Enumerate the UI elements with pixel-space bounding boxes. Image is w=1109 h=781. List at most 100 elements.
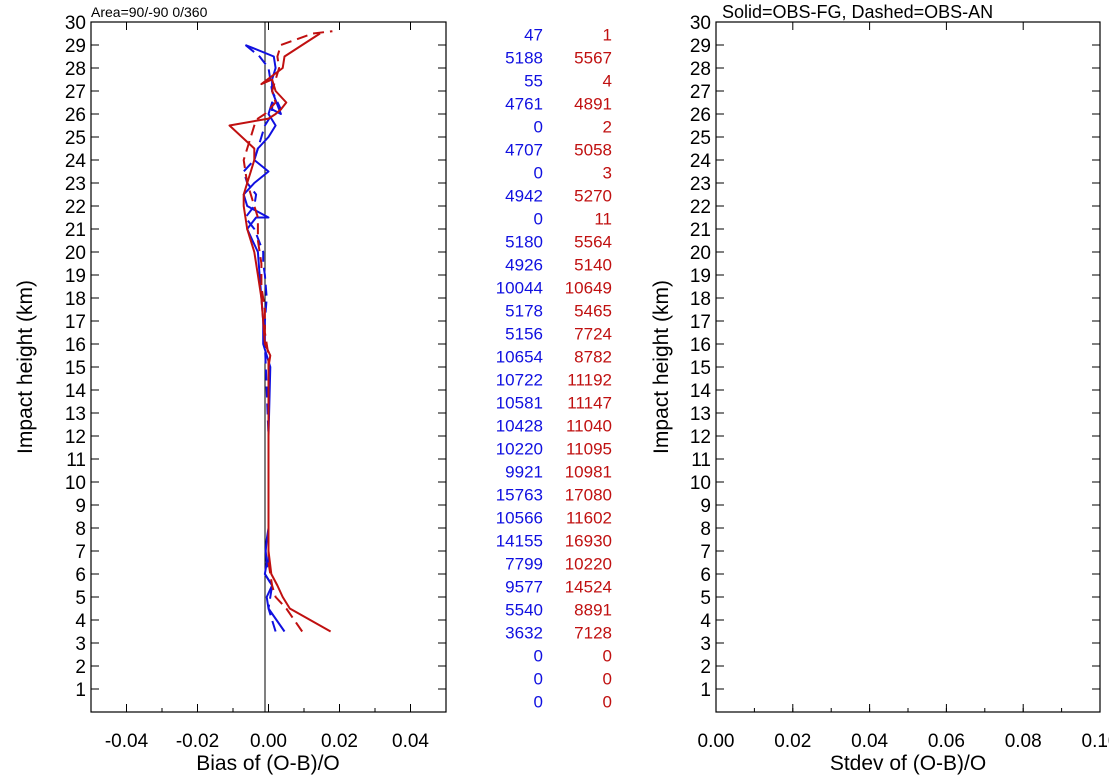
bias-x-tick-label: -0.04 [105,731,149,752]
stdev-y-tick-label: 25 [690,128,711,149]
red-count-label: 5564 [574,233,612,252]
stdev-panel-title: Solid=OBS-FG, Dashed=OBS-AN [722,2,993,22]
bias-y-tick-label: 10 [65,473,86,494]
blue-count-label: 55 [524,72,543,91]
bias-y-tick-label: 22 [65,197,86,218]
red-count-label: 5465 [574,302,612,321]
bias-y-tick-label: 14 [65,381,87,402]
red-count-label: 11192 [567,371,612,390]
bias-y-tick-label: 8 [75,519,86,540]
stdev-y-tick-label: 27 [690,82,711,103]
red-count-label: 10649 [565,279,612,298]
blue-count-label: 10654 [496,348,543,367]
blue-count-label: 3632 [505,624,543,643]
stdev-y-tick-label: 16 [690,335,711,356]
red-count-label: 4891 [574,95,612,114]
stdev-y-tick-label: 13 [690,404,711,425]
stdev-y-tick-label: 6 [700,565,711,586]
bias-x-tick-label: 0.00 [250,731,287,752]
blue-count-label: 15763 [496,486,543,505]
bias-y-tick-label: 15 [65,358,86,379]
red-count-label: 2 [603,118,612,137]
blue-count-label: 4707 [505,141,543,160]
bias-y-axis-label: Impact height (km) [14,280,37,454]
bias-y-tick-label: 3 [75,634,86,655]
red-count-label: 14524 [565,578,612,597]
blue-count-label: 10566 [496,509,543,528]
red-count-label: 5140 [574,256,612,275]
blue-count-label: 5180 [505,233,543,252]
stdev-y-tick-label: 10 [690,473,711,494]
stdev-x-tick-label: 0.08 [1005,731,1042,752]
red-count-label: 5270 [574,187,612,206]
bias-y-tick-label: 26 [65,105,86,126]
stdev-panel: Solid=OBS-FG, Dashed=OBS-AN 0.00 0.02 0.04… [650,2,1109,775]
blue-count-label: 5188 [505,49,543,68]
bias-y-tick-label: 13 [65,404,86,425]
stdev-y-tick-label: 5 [700,588,711,609]
red-count-label: 17080 [565,486,612,505]
bias-y-tick-label: 6 [75,565,86,586]
stdev-y-tick-label: 30 [690,13,711,34]
blue-count-label: 10581 [496,394,543,413]
bias-y-tick-label: 19 [65,266,86,287]
blue-count-label: 10428 [496,417,543,436]
stdev-x-tick-label: 0.00 [698,731,735,752]
stdev-x-tick-label: 0.10 [1082,731,1109,752]
red-count-label: 16930 [565,532,612,551]
bias-y-tick-label: 18 [65,289,86,310]
stdev-x-axis-label: Stdev of (O-B)/O [830,752,986,775]
bias-x-tick-label: -0.02 [176,731,219,752]
red-count-label: 5058 [574,141,612,160]
stdev-y-tick-label: 8 [700,519,711,540]
blue-count-label: 5178 [505,302,543,321]
blue-count-label: 7799 [505,555,543,574]
red-count-label: 4 [603,72,612,91]
blue-count-label: 9921 [505,463,543,482]
stdev-y-tick-label: 29 [690,36,711,57]
blue-count-label: 4761 [505,95,543,114]
blue-count-label: 0 [534,164,543,183]
stdev-y-tick-label: 24 [690,151,712,172]
blue-count-label: 4942 [505,187,543,206]
bias-y-tick-label: 24 [65,151,87,172]
blue-count-label: 14155 [496,532,543,551]
stdev-y-tick-label: 14 [690,381,712,402]
red-count-label: 0 [603,670,612,689]
stdev-y-tick-label: 17 [690,312,711,333]
blue-count-label: 9577 [505,578,543,597]
red-count-label: 0 [603,693,612,712]
blue-count-label: 4926 [505,256,543,275]
blue-count-label: 10220 [496,440,543,459]
bias-y-tick-label: 28 [65,59,86,80]
bias-x-tick-label: 0.04 [392,731,429,752]
blue-count-label: 5156 [505,325,543,344]
bias-y-tick-label: 1 [75,680,86,701]
stdev-y-tick-label: 23 [690,174,711,195]
red-count-label: 8891 [574,601,612,620]
stdev-y-tick-label: 22 [690,197,711,218]
red-count-label: 11602 [566,509,612,528]
red-count-label: 11 [594,210,612,229]
red-count-label: 0 [603,647,612,666]
stdev-y-tick-label: 21 [690,220,711,241]
blue-count-label: 0 [534,118,543,137]
red-count-label: 1 [603,26,612,45]
red-count-label: 7724 [574,325,612,344]
red-count-label: 3 [603,164,612,183]
stdev-y-tick-label: 28 [690,59,711,80]
stdev-y-tick-label: 18 [690,289,711,310]
red-count-label: 5567 [574,49,612,68]
blue-count-label: 0 [534,693,543,712]
stdev-y-tick-label: 12 [690,427,711,448]
stdev-x-tick-label: 0.02 [774,731,811,752]
bias-y-tick-label: 5 [75,588,86,609]
stdev-y-tick-label: 15 [690,358,711,379]
red-count-label: 7128 [574,624,612,643]
bias-y-tick-label: 29 [65,36,86,57]
stdev-x-tick-label: 0.06 [928,731,965,752]
red-count-label: 11147 [567,394,612,413]
stdev-y-tick-label: 7 [700,542,711,563]
bias-y-tick-label: 7 [75,542,86,563]
